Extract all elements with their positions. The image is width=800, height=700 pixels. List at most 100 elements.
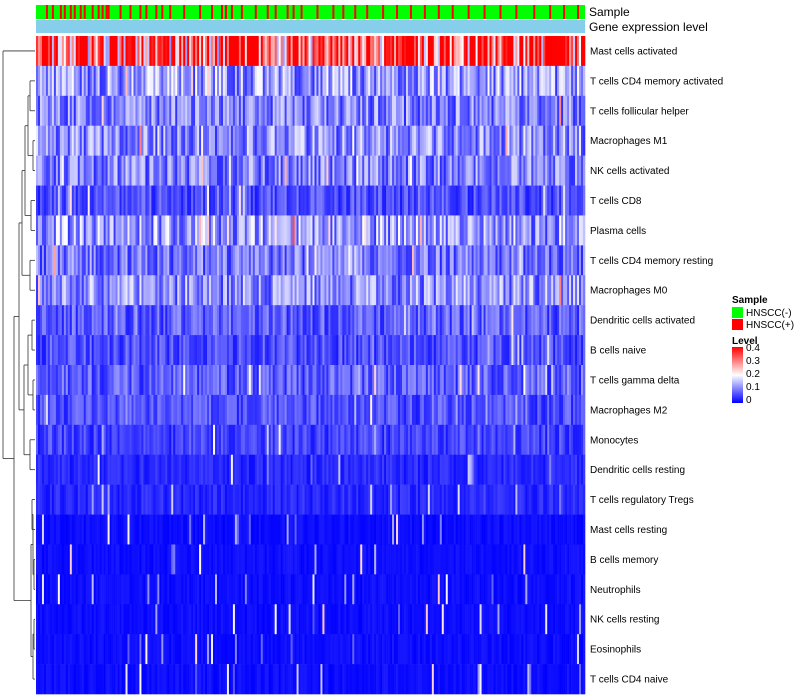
heatmap-cell — [497, 305, 500, 336]
heatmap-cell — [217, 245, 220, 276]
heatmap-cell — [328, 514, 331, 545]
heatmap-cell — [441, 185, 445, 216]
heatmap-cell — [579, 424, 582, 456]
heatmap-cell — [515, 484, 518, 515]
sample-positive-mark — [224, 5, 227, 19]
heatmap-cell — [332, 335, 335, 366]
heatmap-cell — [211, 65, 214, 97]
heatmap-cell — [417, 215, 421, 246]
heatmap-cell — [258, 365, 262, 396]
heatmap-cell — [205, 215, 208, 246]
heatmap-cell — [191, 454, 194, 485]
heatmap-cell — [310, 544, 313, 575]
heatmap-cell — [292, 245, 295, 276]
heatmap-cell — [304, 215, 307, 246]
heatmap-cell — [427, 245, 431, 276]
heatmap-cell — [87, 215, 91, 246]
heatmap-cell — [220, 185, 224, 216]
heatmap-cell — [155, 335, 158, 366]
heatmap-cell — [308, 245, 311, 276]
heatmap-cell — [71, 275, 75, 306]
heatmap-cell — [153, 185, 156, 216]
heatmap-cell — [95, 514, 98, 545]
heatmap-cell — [169, 245, 172, 276]
heatmap-cell — [535, 125, 538, 156]
heatmap-cell — [59, 365, 63, 396]
heatmap-cell — [581, 125, 584, 156]
heatmap-cell — [382, 454, 385, 485]
heatmap-cell — [67, 365, 71, 396]
heatmap-cell — [390, 155, 393, 186]
heatmap-cell — [417, 185, 421, 216]
heatmap-cell — [246, 484, 250, 515]
heatmap-cell — [310, 365, 313, 396]
heatmap-cell — [191, 514, 194, 545]
heatmap-cell — [413, 215, 417, 246]
heatmap-cell — [264, 365, 268, 396]
heatmap-cell — [39, 365, 43, 396]
heatmap-cell — [384, 394, 387, 426]
heatmap-cell — [71, 245, 75, 276]
heatmap-cell — [290, 514, 293, 545]
heatmap-cell — [155, 365, 158, 396]
heatmap-cell — [79, 514, 83, 545]
heatmap-cell — [107, 365, 110, 396]
heatmap-cell — [537, 65, 540, 97]
heatmap-cell — [565, 484, 568, 515]
heatmap-cell — [195, 95, 198, 127]
heatmap-cell — [95, 424, 98, 456]
heatmap-cell — [236, 275, 240, 306]
heatmap-cell — [197, 484, 200, 515]
heatmap-cell — [419, 245, 423, 276]
heatmap-cell — [561, 36, 564, 67]
heatmap-cell — [571, 335, 574, 366]
heatmap-cell — [256, 394, 260, 426]
heatmap-cell — [409, 36, 413, 67]
heatmap-cell — [427, 95, 431, 127]
heatmap-cell — [189, 65, 192, 97]
heatmap-cell — [380, 424, 383, 456]
heatmap-cell — [362, 215, 365, 246]
heatmap-cell — [342, 305, 345, 336]
heatmap-cell — [308, 544, 311, 575]
heatmap-cell — [310, 65, 313, 97]
heatmap-cell — [551, 335, 554, 366]
heatmap-cell — [392, 275, 395, 306]
heatmap-cell — [175, 335, 178, 366]
heatmap-cell — [390, 305, 393, 336]
heatmap-cell — [318, 544, 321, 575]
sample-positive-mark — [483, 5, 486, 19]
heatmap-cell — [294, 335, 297, 366]
heatmap-cell — [127, 275, 130, 306]
heatmap-cell — [443, 155, 447, 186]
heatmap-cell — [151, 125, 154, 156]
heatmap-cell — [400, 394, 403, 426]
heatmap-cell — [342, 36, 345, 67]
heatmap-cell — [274, 185, 277, 216]
heatmap-cell — [463, 155, 466, 186]
heatmap-cell — [334, 305, 337, 336]
heatmap-cell — [61, 335, 65, 366]
heatmap-cell — [105, 514, 108, 545]
heatmap-cell — [123, 185, 126, 216]
heatmap-cell — [362, 544, 365, 575]
heatmap-cell — [447, 245, 451, 276]
heatmap-cell — [103, 424, 106, 456]
heatmap-cell — [209, 394, 212, 426]
heatmap-cell — [485, 65, 488, 97]
heatmap-cell — [483, 514, 486, 545]
heatmap-cell — [270, 125, 274, 156]
heatmap-cell — [471, 125, 474, 156]
heatmap-cell — [583, 245, 586, 276]
heatmap-cell — [439, 484, 443, 515]
heatmap-cell — [248, 335, 252, 366]
heatmap-cell — [437, 454, 441, 485]
heatmap-cell — [537, 95, 540, 127]
heatmap-cell — [541, 65, 544, 97]
heatmap-cell — [344, 365, 347, 396]
heatmap-cell — [36, 65, 39, 97]
heatmap-cell — [226, 125, 230, 156]
heatmap-cell — [224, 185, 228, 216]
heatmap-cell — [332, 424, 335, 456]
heatmap-cell — [143, 305, 146, 336]
